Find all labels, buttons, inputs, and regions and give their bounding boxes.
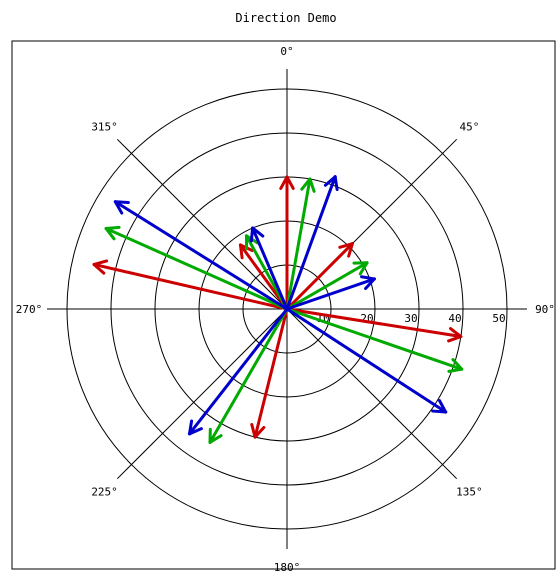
vector-shaft	[208, 307, 289, 444]
vector-arrowhead	[104, 226, 116, 241]
vector-series	[92, 175, 464, 444]
vector-arrowhead	[451, 358, 464, 371]
angle-label: 0°	[280, 45, 293, 58]
vector-shaft	[285, 307, 464, 371]
vector-arrowhead	[347, 242, 354, 258]
vector-shaft	[285, 261, 369, 311]
vector-arrowhead	[449, 327, 463, 339]
vector-arrowhead	[447, 367, 464, 373]
angle-label: 90°	[535, 303, 555, 316]
grid-spoke	[116, 308, 288, 480]
vector-arrowhead	[92, 259, 109, 266]
vector-arrowhead	[358, 261, 369, 276]
radial-tick-label: 50	[492, 312, 505, 325]
vector-arrowhead	[364, 277, 376, 291]
angle-label: 135°	[456, 485, 483, 498]
vector-arrowhead	[447, 335, 463, 343]
vector-arrowhead	[300, 177, 312, 191]
vector-arrowhead	[323, 175, 337, 187]
radial-tick-label: 30	[404, 312, 417, 325]
vector-arrowhead	[250, 423, 257, 439]
grid-spoke	[286, 308, 458, 480]
angle-label: 45°	[459, 121, 479, 134]
angle-label: 315°	[91, 121, 118, 134]
angle-label: 225°	[91, 485, 118, 498]
vector-arrowhead	[104, 225, 121, 230]
vector-arrowhead	[308, 177, 316, 193]
vector-shaft	[251, 226, 289, 311]
vector-arrowhead	[187, 427, 203, 436]
vector-arrowhead	[360, 275, 376, 281]
vector-arrowhead	[338, 242, 354, 249]
vector-shaft	[285, 242, 354, 311]
vector-shaft	[187, 307, 289, 436]
vector-arrowhead	[208, 434, 223, 444]
vector-shaft	[113, 200, 289, 311]
vector-arrowhead	[438, 399, 448, 414]
radial-tick-label: 40	[448, 312, 461, 325]
axis-labels: 0°45°90°135°180°225°270°315°10 20 30 40 50	[16, 45, 555, 571]
vector-shaft	[253, 307, 289, 439]
vector-arrowhead	[238, 243, 244, 260]
vector-shaft	[285, 307, 463, 339]
vector-arrowhead	[285, 175, 295, 190]
angle-label: 180°	[274, 561, 301, 571]
vector-arrowhead	[249, 226, 255, 243]
vector-arrowhead	[187, 419, 194, 436]
vector-shaft	[285, 175, 337, 311]
vector-shaft	[104, 226, 289, 311]
vector-shaft	[285, 177, 312, 311]
angle-label: 270°	[16, 303, 43, 316]
vector-shaft	[285, 277, 376, 311]
chart-title: Direction Demo	[235, 11, 336, 25]
vector-arrowhead	[113, 200, 130, 205]
grid-spoke	[116, 138, 288, 310]
vector-arrowhead	[279, 175, 289, 190]
vector-shaft	[238, 243, 289, 311]
vector-arrowhead	[92, 262, 106, 275]
vector-shaft	[285, 307, 448, 414]
vector-arrowhead	[251, 226, 265, 238]
vector-arrowhead	[333, 175, 339, 192]
vector-arrowhead	[431, 409, 448, 414]
vector-shaft	[92, 262, 289, 311]
vector-arrowhead	[113, 200, 124, 215]
vector-arrowhead	[253, 426, 266, 439]
